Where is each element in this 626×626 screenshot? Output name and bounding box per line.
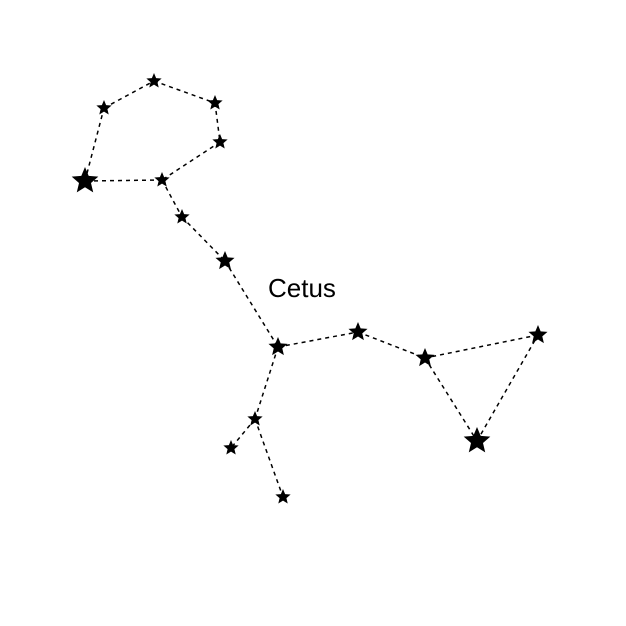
constellation-edge	[85, 108, 104, 181]
constellation-label: Cetus	[268, 273, 336, 304]
star-icon	[223, 440, 238, 454]
constellation-edge	[162, 142, 220, 180]
star-icon	[212, 134, 227, 148]
star-icon	[247, 411, 262, 425]
star-icon	[268, 337, 287, 355]
star-icon	[96, 100, 111, 114]
star-icon	[415, 348, 434, 366]
star-icon	[154, 172, 169, 186]
constellation-edge	[477, 335, 538, 441]
star-icon	[207, 95, 222, 109]
constellation-edge	[85, 180, 162, 181]
constellation-svg	[0, 0, 626, 626]
star-icon	[275, 489, 290, 503]
constellation-edge	[278, 332, 358, 347]
constellation-edge	[255, 419, 283, 497]
constellation-edge	[358, 332, 425, 358]
star-icon	[146, 73, 161, 87]
star-icon	[72, 167, 99, 192]
star-icon	[464, 427, 491, 452]
constellation-diagram: Cetus	[0, 0, 626, 626]
constellation-edge	[162, 180, 182, 217]
constellation-edge	[425, 335, 538, 358]
star-icon	[528, 325, 547, 343]
constellation-edge	[255, 347, 278, 419]
constellation-edge	[182, 217, 225, 261]
constellation-edge	[425, 358, 477, 441]
star-icon	[174, 209, 189, 223]
constellation-edge	[104, 81, 154, 108]
constellation-edge	[154, 81, 215, 103]
star-icon	[348, 322, 367, 340]
